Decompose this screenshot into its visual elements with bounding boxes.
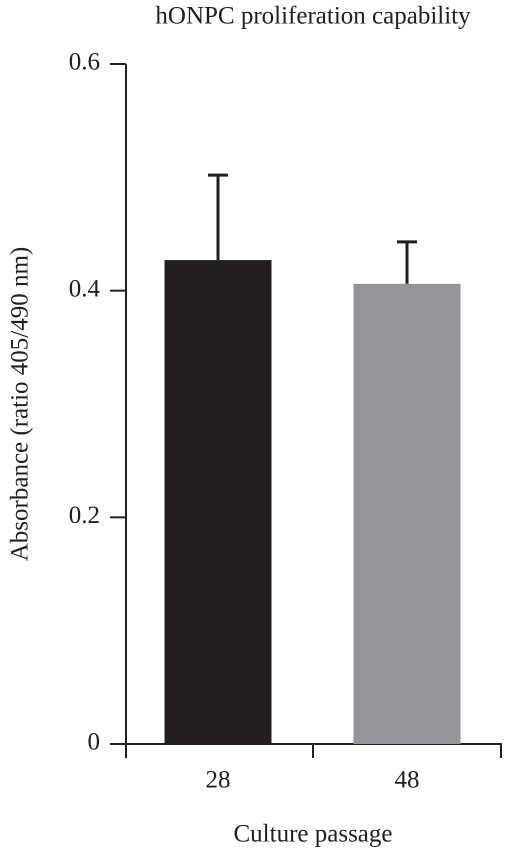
y-tick-label: 0.4 bbox=[69, 275, 101, 302]
y-tick-label: 0.2 bbox=[69, 502, 100, 529]
bar bbox=[164, 260, 272, 744]
x-axis-label: Culture passage bbox=[234, 821, 393, 848]
y-tick-label: 0 bbox=[88, 729, 101, 756]
chart-title: hONPC proliferation capability bbox=[155, 3, 471, 30]
y-axis-label: Absorbance (ratio 405/490 nm) bbox=[7, 247, 34, 562]
x-tick-label: 28 bbox=[206, 767, 231, 794]
y-tick-label: 0.6 bbox=[69, 49, 100, 76]
x-tick-label: 48 bbox=[395, 767, 420, 794]
bar bbox=[353, 283, 461, 744]
